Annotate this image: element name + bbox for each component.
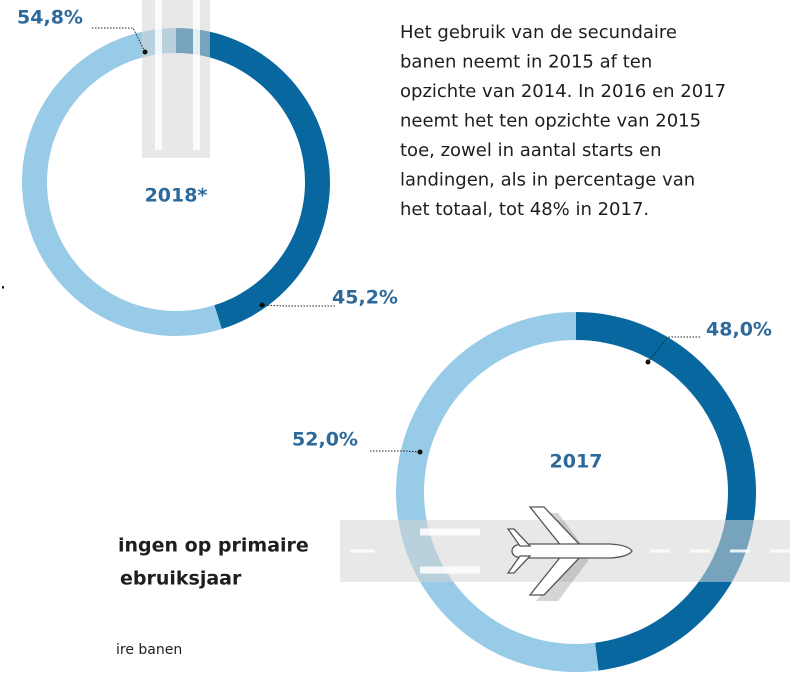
legend-text: ire banen [116, 642, 182, 658]
heading: ingen op primaire [118, 535, 309, 557]
paragraph-line: landingen, als in percentage van [400, 170, 695, 191]
leader-dot [259, 302, 265, 308]
leader-line [370, 450, 421, 453]
center-label: 2018* [145, 185, 208, 207]
value-label: 48,0% [706, 319, 772, 341]
paragraph-line: Het gebruik van de secundaire [400, 22, 677, 43]
paragraph-line: opzichte van 2014. In 2016 en 2017 [400, 81, 726, 102]
value-label: 54,8% [17, 7, 83, 29]
donut-segment [176, 28, 330, 330]
leader-line [261, 304, 335, 307]
donut-segment [22, 28, 222, 336]
leader-dot [142, 49, 148, 55]
donut-segment [396, 312, 599, 672]
value-label: 52,0% [292, 429, 358, 451]
paragraph-line: neemt het ten opzichte van 2015 [400, 111, 701, 132]
runway-stripe [193, 0, 200, 150]
airplane [506, 506, 633, 601]
runway-stripe [155, 0, 162, 150]
paragraph-line: toe, zowel in aantal starts en [400, 140, 661, 161]
runway-graphics [142, 0, 790, 601]
paragraph-line: het totaal, tot 48% in 2017. [400, 199, 649, 220]
fragment: . [0, 272, 6, 294]
donut-segment [576, 312, 757, 671]
leader-dot [417, 449, 423, 455]
paragraph-line: banen neemt in 2015 af ten [400, 52, 652, 73]
value-label: 45,2% [332, 287, 398, 309]
leader-dot [645, 359, 651, 365]
labels: . ingen op primaire ebruiksjaar ire bane… [0, 7, 772, 659]
center-label: 2017 [550, 451, 603, 473]
heading: ebruiksjaar [120, 568, 242, 590]
runway-dashes [350, 528, 790, 574]
